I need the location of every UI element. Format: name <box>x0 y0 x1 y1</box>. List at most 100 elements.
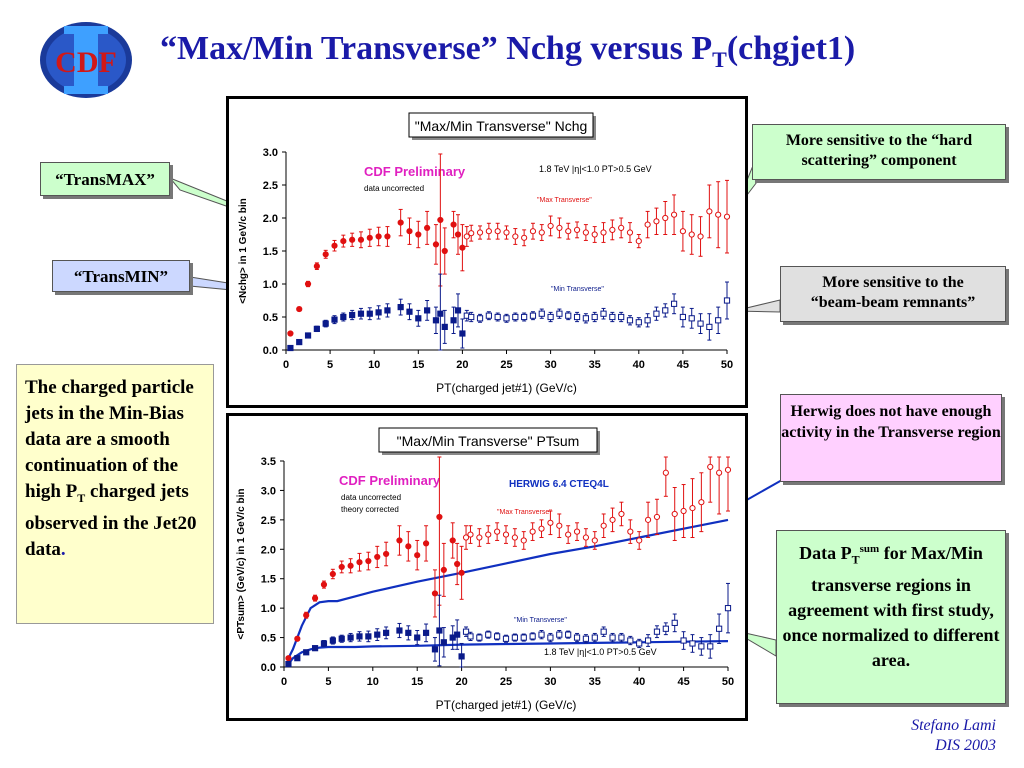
data-point <box>494 528 501 535</box>
data-point <box>454 560 461 568</box>
data-point <box>706 323 713 331</box>
x-tick-label: 0 <box>281 676 287 688</box>
herwig-curve <box>287 640 729 665</box>
data-point <box>556 631 563 638</box>
data-point <box>467 633 474 640</box>
x-tick-label: 5 <box>325 676 331 688</box>
x-tick-label: 50 <box>722 676 734 688</box>
data-point <box>366 310 373 317</box>
x-tick-label: 10 <box>368 359 380 371</box>
data-point <box>454 231 462 238</box>
data-point <box>529 528 536 535</box>
chart-title: "Max/Min Transverse" PTsum <box>397 433 580 449</box>
data-point <box>679 228 686 235</box>
data-point <box>294 655 301 662</box>
data-point <box>521 234 528 241</box>
data-point <box>375 233 382 240</box>
data-point <box>338 635 345 642</box>
data-point <box>458 569 465 576</box>
x-tick-label: 5 <box>327 359 333 371</box>
data-point <box>415 315 422 322</box>
data-point <box>636 537 643 544</box>
data-point <box>349 311 356 319</box>
data-point <box>304 280 312 288</box>
data-point <box>529 633 536 640</box>
data-point <box>406 308 413 315</box>
data-point <box>441 323 448 331</box>
data-point <box>356 633 363 640</box>
data-point <box>680 637 687 644</box>
author-credit: Stefano Lami DIS 2003 <box>911 717 996 754</box>
data-point <box>698 643 705 650</box>
data-point <box>437 216 444 224</box>
data-point <box>440 566 447 573</box>
data-point <box>724 466 732 473</box>
note-label: data uncorrected <box>341 493 401 502</box>
x-tick-label: 35 <box>589 676 601 688</box>
data-point <box>679 313 686 321</box>
y-tick-label: 1.5 <box>261 574 276 586</box>
data-point <box>503 315 510 322</box>
series-label: "Min Transverse" <box>551 286 604 293</box>
y-tick-label: 2.5 <box>261 515 276 527</box>
data-point <box>600 628 607 635</box>
data-point <box>707 463 714 470</box>
y-tick-label: 0.0 <box>263 345 278 357</box>
data-point <box>296 338 303 346</box>
data-point <box>459 330 466 337</box>
data-point <box>716 625 723 632</box>
data-point <box>520 634 527 641</box>
data-point <box>565 228 572 235</box>
data-point <box>716 469 723 476</box>
data-point <box>502 635 510 642</box>
data-point <box>538 631 545 638</box>
data-point <box>437 310 444 317</box>
data-point <box>680 507 687 515</box>
x-tick-label: 15 <box>411 676 423 688</box>
data-point <box>463 233 470 240</box>
data-point <box>432 317 440 324</box>
data-point <box>502 531 510 538</box>
prelim-label: CDF Preliminary <box>364 164 466 179</box>
data-point <box>356 559 363 566</box>
data-point <box>662 307 669 314</box>
data-point <box>547 222 554 230</box>
data-point <box>340 238 347 245</box>
data-point <box>436 627 443 634</box>
x-tick-label: 45 <box>677 359 689 371</box>
transmax-callout: “TransMAX” <box>40 162 170 196</box>
data-point <box>450 221 457 228</box>
data-point <box>347 634 354 641</box>
data-point <box>529 312 537 319</box>
data-point <box>485 228 492 235</box>
transmin-callout: “TransMIN” <box>52 260 190 292</box>
y-tick-label: 0.5 <box>261 633 276 645</box>
data-point <box>313 263 320 270</box>
data-point <box>303 612 310 619</box>
data-point <box>349 236 356 243</box>
nchg-chart: "Max/Min Transverse" Nchg 0.0 0.5 1.0 1.5 2.0… <box>238 112 733 395</box>
data-point <box>357 236 365 243</box>
data-point <box>689 504 696 512</box>
herwig-label: HERWIG 6.4 CTEQ4L <box>509 479 609 490</box>
chart-title: "Max/Min Transverse" Nchg <box>415 118 588 134</box>
y-tick-label: 2.5 <box>263 180 278 192</box>
chart-title-box <box>378 427 598 453</box>
data-point <box>547 313 554 321</box>
data-point <box>582 635 590 642</box>
data-point <box>424 307 431 314</box>
logo-text: CDF <box>55 46 117 79</box>
data-point <box>485 531 492 538</box>
y-axis-label: <PTsum> (GeV/c) in 1 GeV/c bin <box>236 489 247 640</box>
x-tick-label: 0 <box>283 359 289 371</box>
data-point <box>450 317 457 324</box>
data-point <box>405 629 412 636</box>
x-tick-label: 15 <box>412 359 424 371</box>
data-point <box>556 224 563 231</box>
agreement-callout: Data PTsum for Max/Min transverse region… <box>776 530 1006 704</box>
data-point <box>609 516 616 523</box>
data-point <box>670 211 678 218</box>
y-tick-label: 3.0 <box>263 147 278 159</box>
data-point <box>365 633 372 640</box>
data-point <box>653 628 661 635</box>
